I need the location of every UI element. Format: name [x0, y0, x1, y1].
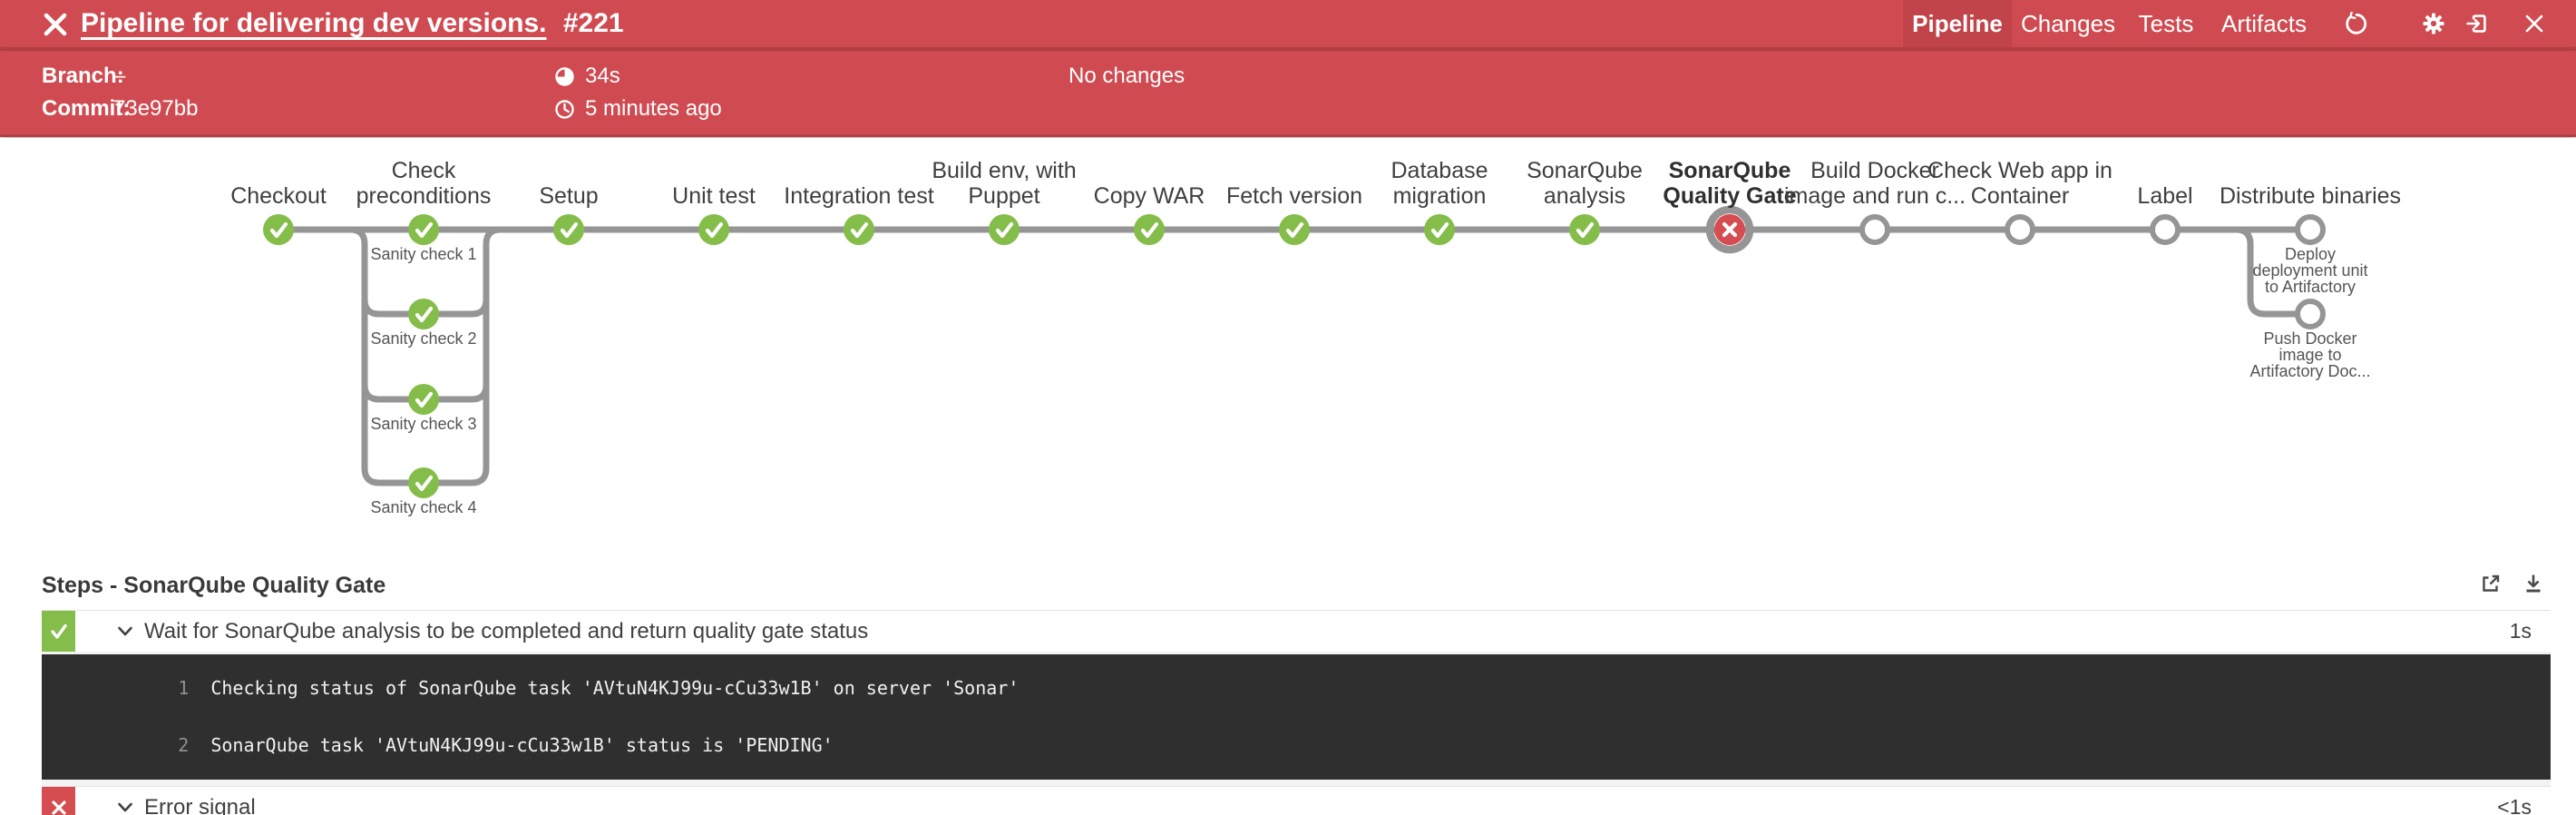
check-icon [50, 624, 67, 639]
stage-node-push-docker-image[interactable] [2295, 299, 2326, 329]
stage-label-copy-war: Copy WAR [1093, 183, 1205, 209]
clock-icon [555, 100, 574, 119]
stage-node-label[interactable] [2150, 214, 2181, 245]
stage-label-build-env: Build env, with Puppet [932, 158, 1077, 209]
run-result-banner: Branch: – Commit: 73e97bb 34s 5 minutes … [0, 51, 2576, 137]
stage-label-check-web-app: Check Web app in Container [1927, 158, 2113, 209]
x-icon [51, 800, 66, 815]
stage-node-fetch-version[interactable] [1279, 214, 1310, 245]
step-row-wait-for-sonarqube[interactable]: Wait for SonarQube analysis to be comple… [42, 610, 2551, 652]
stage-node-unit-test[interactable] [698, 214, 729, 245]
stage-node-sonarqube-analysis[interactable] [1569, 214, 1600, 245]
stage-node-sanity-check-3[interactable] [408, 384, 439, 415]
tab-pipeline[interactable]: Pipeline [1903, 0, 2012, 47]
step-duration: 1s [2509, 619, 2532, 643]
stage-node-sonarqube-quality-gate[interactable] [1705, 205, 1754, 254]
stage-label-integration-test: Integration test [784, 183, 934, 209]
settings-gear-icon[interactable] [2422, 12, 2445, 35]
stage-label-sonarqube-analysis: SonarQube analysis [1527, 158, 1643, 209]
run-completed-time: 5 minutes ago [585, 96, 722, 121]
log-line: 2 SonarQube task 'AVtuN4KJ99u-cCu33w1B' s… [42, 717, 2551, 774]
stage-label-label: Label [2137, 183, 2193, 209]
chevron-down-icon[interactable] [115, 798, 135, 815]
step-log-block: 1 Checking status of SonarQube task 'AVtu… [42, 652, 2551, 780]
stage-node-copy-war[interactable] [1134, 214, 1165, 245]
step-duration: <1s [2497, 795, 2532, 815]
log-line-text: SonarQube task 'AVtuN4KJ99u-cCu33w1B' st… [210, 734, 834, 756]
branch-label-deploy-deployment-unit: Deploy deployment unit to Artifactory [2252, 245, 2368, 296]
stage-label-unit-test: Unit test [672, 183, 756, 209]
tab-changes[interactable]: Changes [2020, 10, 2116, 37]
step-row-error-signal[interactable]: Error signal <1s [42, 786, 2551, 815]
close-run-icon[interactable] [42, 11, 69, 38]
step-title: Error signal [144, 794, 256, 815]
build-number: #221 [562, 8, 624, 38]
stage-label-checkout: Checkout [230, 183, 327, 209]
stage-node-checkout[interactable] [263, 214, 294, 245]
duration-icon [555, 67, 574, 86]
pipeline-graph: Checkout Check preconditions Setup Unit … [0, 138, 2576, 554]
download-logs-icon[interactable] [2522, 572, 2545, 595]
step-divider [42, 780, 2551, 786]
tab-tests[interactable]: Tests [2138, 10, 2194, 37]
log-line-number: 2 [178, 734, 190, 756]
branch-value: – [113, 64, 126, 88]
stage-label-check-preconditions: Check preconditions [356, 158, 492, 209]
stage-node-deploy-deployment-unit[interactable] [2295, 214, 2326, 245]
steps-table: Wait for SonarQube analysis to be comple… [42, 610, 2551, 815]
stage-node-build-env[interactable] [989, 214, 1020, 245]
run-duration: 34s [585, 64, 620, 88]
pipeline-title-link[interactable]: Pipeline for delivering dev versions. [81, 8, 547, 38]
step-status-success-badge [42, 611, 75, 652]
stage-label-database-migration: Database migration [1390, 158, 1488, 209]
branch-label-sanity-check-3: Sanity check 3 [370, 415, 477, 433]
top-bar: Pipeline for delivering dev versions. #2… [0, 0, 2576, 51]
step-title: Wait for SonarQube analysis to be comple… [144, 618, 869, 643]
branch-label-push-docker-image: Push Docker image to Artifactory Doc... [2249, 329, 2371, 380]
tab-artifacts[interactable]: Artifacts [2221, 10, 2307, 37]
exit-logout-icon[interactable] [2465, 12, 2489, 35]
connector-lines [278, 226, 2310, 486]
steps-heading: Steps - SonarQube Quality Gate [42, 573, 386, 598]
stage-node-integration-test[interactable] [844, 214, 874, 245]
rerun-history-icon[interactable] [2343, 12, 2366, 35]
branch-label-sanity-check-1: Sanity check 1 [370, 245, 477, 263]
open-logs-external-icon[interactable] [2479, 572, 2503, 595]
stage-label-sonarqube-quality-gate: SonarQube Quality Gate [1663, 158, 1797, 209]
stage-node-sanity-check-2[interactable] [408, 299, 439, 329]
branch-label: Branch: [42, 64, 124, 88]
pipeline-graph-canvas [263, 205, 2326, 498]
stage-label-setup: Setup [539, 183, 599, 209]
changes-summary: No changes [1068, 64, 1186, 88]
chevron-down-icon[interactable] [115, 622, 135, 642]
stage-label-distribute-binaries: Distribute binaries [2219, 183, 2402, 209]
commit-value: 73e97bb [113, 96, 199, 121]
stage-node-database-migration[interactable] [1424, 214, 1455, 245]
stage-node-check-web-app[interactable] [2005, 214, 2035, 245]
stage-node-build-docker[interactable] [1859, 214, 1890, 245]
stage-label-build-docker: Build Docker image and run c... [1783, 158, 1966, 209]
stage-node-sanity-check-1[interactable] [408, 214, 439, 245]
stage-label-fetch-version: Fetch version [1225, 183, 1363, 209]
log-line-text: Checking status of SonarQube task 'AVtuN… [210, 677, 1020, 699]
branch-label-sanity-check-4: Sanity check 4 [370, 498, 477, 516]
stage-node-sanity-check-4[interactable] [408, 467, 439, 498]
branch-label-sanity-check-2: Sanity check 2 [370, 329, 477, 348]
commit-label: Commit: [42, 96, 131, 121]
stage-node-setup[interactable] [553, 214, 584, 245]
run-title: Pipeline for delivering dev versions. #2… [81, 0, 624, 47]
log-line: 1 Checking status of SonarQube task 'AVtu… [42, 660, 2551, 717]
close-icon[interactable] [2522, 12, 2546, 35]
step-status-failure-badge [42, 787, 75, 815]
log-line-number: 1 [178, 677, 190, 699]
